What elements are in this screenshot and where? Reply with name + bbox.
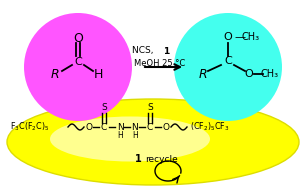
Text: 1: 1 [135, 154, 141, 164]
Text: CH₃: CH₃ [261, 69, 279, 79]
Text: 1: 1 [163, 46, 169, 56]
Text: S: S [101, 104, 107, 112]
Text: N: N [117, 122, 123, 132]
Text: H: H [93, 67, 103, 81]
Text: C: C [147, 122, 153, 132]
Text: $\mathregular{F_3C(F_2C)_5}$: $\mathregular{F_3C(F_2C)_5}$ [10, 121, 50, 133]
Text: —: — [234, 32, 245, 42]
Ellipse shape [7, 99, 299, 185]
Text: O: O [73, 33, 83, 46]
Ellipse shape [50, 116, 210, 161]
Text: R: R [199, 67, 207, 81]
Text: C: C [224, 56, 232, 66]
Text: O: O [85, 122, 92, 132]
Text: S: S [147, 104, 153, 112]
Text: recycle: recycle [146, 154, 178, 163]
Circle shape [174, 13, 282, 121]
Text: O: O [224, 32, 232, 42]
Text: $\mathregular{(CF_2)_5CF_3}$: $\mathregular{(CF_2)_5CF_3}$ [190, 121, 230, 133]
Text: CH₃: CH₃ [242, 32, 260, 42]
Text: O: O [162, 122, 170, 132]
Text: R: R [51, 67, 59, 81]
Text: H: H [117, 132, 123, 140]
Text: MeOH 25 °C: MeOH 25 °C [134, 60, 186, 68]
Text: C: C [101, 122, 107, 132]
Text: N: N [132, 122, 138, 132]
Circle shape [24, 13, 132, 121]
Text: C: C [74, 57, 82, 67]
Text: NCS,: NCS, [132, 46, 156, 56]
Text: O: O [244, 69, 253, 79]
Text: H: H [132, 132, 138, 140]
